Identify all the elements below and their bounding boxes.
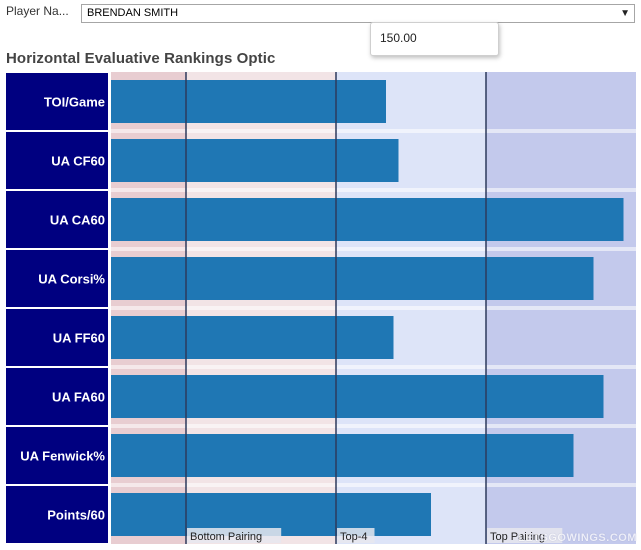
category-label: UA FF60 bbox=[53, 331, 105, 346]
bar-ua-fa60[interactable] bbox=[111, 375, 604, 418]
value-tooltip: 150.00 bbox=[370, 22, 499, 56]
row-separator bbox=[111, 129, 636, 133]
bar-ua-ff60[interactable] bbox=[111, 316, 394, 359]
category-cell bbox=[6, 250, 108, 307]
category-label: UA Fenwick% bbox=[20, 449, 105, 464]
bar-ua-fenwick-[interactable] bbox=[111, 434, 574, 477]
player-name-label: Player Na... bbox=[6, 4, 69, 18]
bar-ua-ca60[interactable] bbox=[111, 198, 624, 241]
category-cell bbox=[6, 368, 108, 425]
row-separator bbox=[111, 188, 636, 192]
watermark: LETSGOWINGS.COM bbox=[518, 532, 637, 544]
band-label: Top Pairing bbox=[490, 531, 545, 543]
rankings-chart: TOI/Game UA CF60 UA CA60 UA Corsi% UA FF60 UA… bbox=[6, 72, 636, 544]
category-cell bbox=[6, 427, 108, 484]
row-separator bbox=[111, 247, 636, 251]
band-label-bg bbox=[187, 528, 282, 543]
category-cell bbox=[6, 191, 108, 248]
tooltip-value: 150.00 bbox=[380, 31, 417, 45]
category-label: UA CA60 bbox=[50, 213, 105, 228]
category-label: UA FA60 bbox=[52, 390, 105, 405]
band-label-bg bbox=[337, 528, 375, 543]
category-label: UA Corsi% bbox=[38, 272, 105, 287]
category-label: UA CF60 bbox=[51, 154, 105, 169]
bar-ua-cf60[interactable] bbox=[111, 139, 399, 182]
player-name-dropdown[interactable]: BRENDAN SMITH ▼ bbox=[81, 4, 635, 23]
category-cell bbox=[6, 132, 108, 189]
player-name-value: BRENDAN SMITH bbox=[87, 7, 179, 19]
row-separator bbox=[111, 365, 636, 369]
band-label: Bottom Pairing bbox=[190, 531, 262, 543]
row-separator bbox=[111, 424, 636, 428]
category-cell bbox=[6, 73, 108, 130]
category-label: Points/60 bbox=[47, 508, 105, 523]
bar-ua-corsi-[interactable] bbox=[111, 257, 594, 300]
category-cell bbox=[6, 309, 108, 366]
chart-title: Horizontal Evaluative Rankings Optic bbox=[6, 50, 276, 67]
row-separator bbox=[111, 306, 636, 310]
bar-toi-game[interactable] bbox=[111, 80, 386, 123]
band-label: Top-4 bbox=[340, 531, 368, 543]
row-separator bbox=[111, 483, 636, 487]
category-cell bbox=[6, 486, 108, 543]
category-label: TOI/Game bbox=[44, 95, 105, 110]
chevron-down-icon[interactable]: ▼ bbox=[620, 8, 630, 19]
band-label-bg bbox=[487, 528, 563, 543]
